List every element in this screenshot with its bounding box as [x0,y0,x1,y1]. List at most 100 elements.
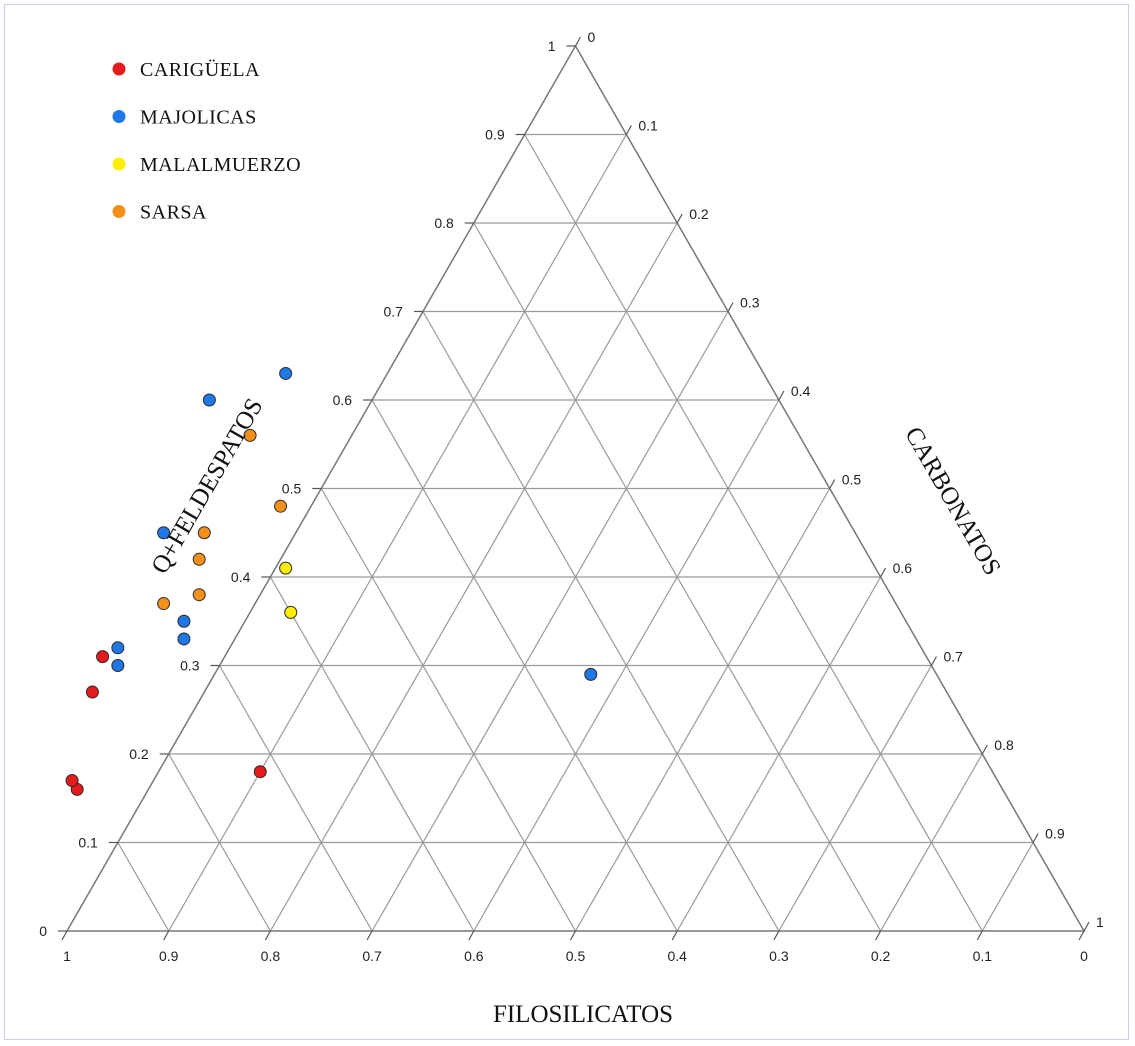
tick-right [1083,921,1090,932]
tick-bottom [1078,930,1085,941]
tick-bottom [468,930,475,941]
tick-label-left: 0 [39,923,47,939]
tick-label-right: 1 [1096,914,1104,930]
tick-label-left: 0.3 [180,658,200,674]
bottom-axis-title: FILOSILICATOS [493,1001,673,1028]
tick-label-left: 0.7 [383,304,403,320]
right-axis-title: CARBONATOS [899,423,1006,580]
tick-label-bottom: 0.1 [973,948,993,964]
tick-right [676,213,683,224]
tick-right [930,656,937,666]
legend-label: CARIGÜELA [140,58,260,81]
tick-bottom [875,930,882,941]
tick-label-right: 0.4 [791,383,811,399]
tick-label-left: 0.6 [333,392,353,408]
data-point-sarsa [243,428,257,442]
data-point-majolicas [177,614,191,628]
tick-right [574,36,582,47]
tick-label-right: 0.7 [943,649,963,665]
tick-label-bottom: 0 [1080,948,1088,964]
grid-line-c [168,134,627,932]
legend-label: MAJOLICAS [140,107,257,129]
grid-line-c [574,488,831,932]
data-point-majolicas [177,632,191,646]
tick-right [880,567,887,578]
data-point-carigüela [96,650,110,664]
tick-bottom [671,930,678,941]
tick-right [1032,833,1039,843]
grid-line-f [117,842,170,932]
grid-line-c [676,576,882,932]
grid-line-f [269,576,475,932]
grid-line-f [524,134,983,932]
tick-bottom [366,930,373,941]
tick-right [829,479,836,489]
data-point-majolicas [202,393,216,407]
data-point-sarsa [192,552,206,566]
legend: CARIGÜELA MAJOLICAS MALALMUERZO SARSA [112,58,301,224]
left-axis-title: Q+FELDESPATOS [146,394,268,579]
tick-label-right: 0 [588,29,596,45]
data-point-sarsa [192,588,206,602]
chart-frame [4,4,1129,1040]
data-point-sarsa [274,499,288,513]
grid-line-c [778,665,932,932]
data-point-malalmuerzo [284,605,298,619]
tick-labels: 0100.10.90.10.20.80.20.30.70.30.40.60.40… [39,29,1104,964]
data-point-carigüela [85,685,99,699]
data-point-majolicas [111,659,125,672]
tick-label-right: 0.8 [994,737,1014,753]
tick-label-bottom: 1 [63,948,71,964]
legend-label: MALALMUERZO [140,154,301,176]
tick-label-right: 0.5 [842,472,862,488]
grid-lines [117,133,1034,932]
tick-label-bottom: 0.6 [464,948,484,964]
data-point-carigüela [65,774,79,788]
tick-label-left: 1 [548,38,556,54]
legend-marker [112,62,126,76]
tick-label-left: 0.1 [78,835,98,851]
grid-line-c [371,311,729,932]
tick-label-bottom: 0.7 [362,948,382,964]
legend-marker [112,157,126,171]
tick-label-right: 0.3 [740,295,760,311]
grid-line-f [320,488,577,932]
tick-label-right: 0.6 [893,560,913,576]
tick-marks [58,36,1090,941]
tick-label-bottom: 0.2 [871,948,891,964]
tick-bottom [163,930,170,941]
tick-label-right: 0.9 [1045,826,1065,842]
data-point-majolicas [279,366,293,380]
tick-label-left: 0.5 [282,481,302,497]
grid-line-f [219,665,373,932]
tick-bottom [61,930,68,941]
data-points [65,366,598,796]
legend-marker [112,205,126,218]
tick-bottom [264,930,271,941]
data-point-malalmuerzo [279,561,293,575]
tick-right [778,390,785,401]
tick-bottom [976,930,983,941]
tick-right [625,125,632,135]
data-point-sarsa [157,597,171,611]
tick-label-bottom: 0.4 [667,948,687,964]
legend-label: SARSA [140,202,207,224]
legend-marker [112,110,126,123]
grid-line-c [880,753,983,932]
tick-label-bottom: 0.3 [769,948,789,964]
tick-label-left: 0.9 [485,127,505,143]
tick-label-right: 0.2 [689,206,709,222]
tick-label-bottom: 0.9 [159,948,179,964]
data-point-majolicas [111,641,125,655]
tick-label-left: 0.4 [231,569,251,585]
data-point-carigüela [253,765,267,779]
grid-line-f [422,311,780,932]
grid-line-f [168,753,271,932]
data-point-majolicas [584,667,598,681]
tick-label-right: 0.1 [638,118,658,134]
data-point-majolicas [157,526,171,540]
tick-bottom [569,930,577,941]
tick-bottom [773,930,780,941]
tick-label-left: 0.2 [129,746,149,762]
